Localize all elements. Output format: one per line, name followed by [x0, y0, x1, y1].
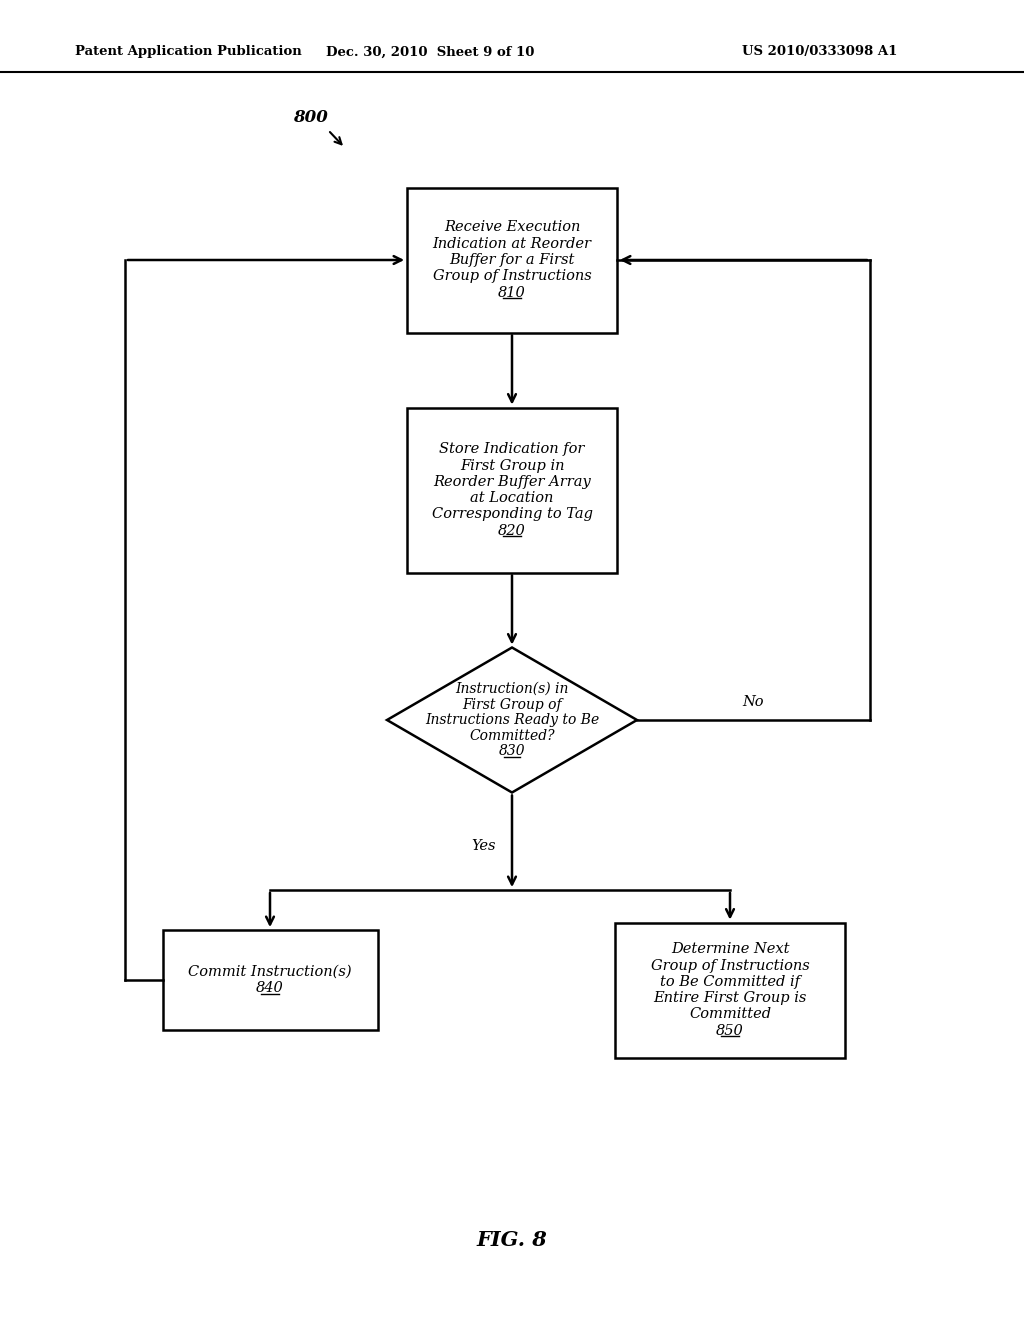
Text: 850: 850 [716, 1024, 743, 1038]
Text: Committed?: Committed? [469, 729, 555, 742]
Bar [407, 408, 617, 573]
Text: Commit Instruction(s): Commit Instruction(s) [188, 965, 352, 979]
Text: Instructions Ready to Be: Instructions Ready to Be [425, 713, 599, 727]
Text: 820: 820 [498, 524, 526, 537]
Text: Indication at Reorder: Indication at Reorder [432, 236, 592, 251]
Text: Buffer for a First: Buffer for a First [450, 253, 574, 267]
Text: First Group in: First Group in [460, 458, 564, 473]
Text: FIG. 8: FIG. 8 [476, 1230, 548, 1250]
Text: Committed: Committed [689, 1007, 771, 1022]
Text: Corresponding to Tag: Corresponding to Tag [431, 507, 593, 521]
Text: at Location: at Location [470, 491, 554, 506]
Text: Group of Instructions: Group of Instructions [650, 958, 809, 973]
Text: Store Indication for: Store Indication for [439, 442, 585, 457]
Bar [163, 931, 378, 1030]
Bar [615, 923, 845, 1057]
Text: No: No [742, 696, 764, 709]
Text: 810: 810 [498, 285, 526, 300]
Text: Group of Instructions: Group of Instructions [432, 269, 592, 284]
Text: US 2010/0333098 A1: US 2010/0333098 A1 [742, 45, 898, 58]
Text: 830: 830 [499, 744, 525, 758]
Text: Instruction(s) in: Instruction(s) in [456, 682, 568, 696]
Text: 800: 800 [293, 110, 328, 127]
Text: Reorder Buffer Array: Reorder Buffer Array [433, 475, 591, 488]
Text: Dec. 30, 2010  Sheet 9 of 10: Dec. 30, 2010 Sheet 9 of 10 [326, 45, 535, 58]
Text: Determine Next: Determine Next [671, 942, 790, 956]
Polygon shape [387, 648, 637, 792]
Text: 840: 840 [256, 981, 284, 995]
Bar [407, 187, 617, 333]
Text: Yes: Yes [472, 840, 497, 853]
Text: Patent Application Publication: Patent Application Publication [75, 45, 302, 58]
Text: Receive Execution: Receive Execution [443, 220, 581, 235]
Text: Entire First Group is: Entire First Group is [653, 991, 807, 1005]
Text: to Be Committed if: to Be Committed if [660, 975, 800, 989]
Text: First Group of: First Group of [462, 697, 562, 711]
